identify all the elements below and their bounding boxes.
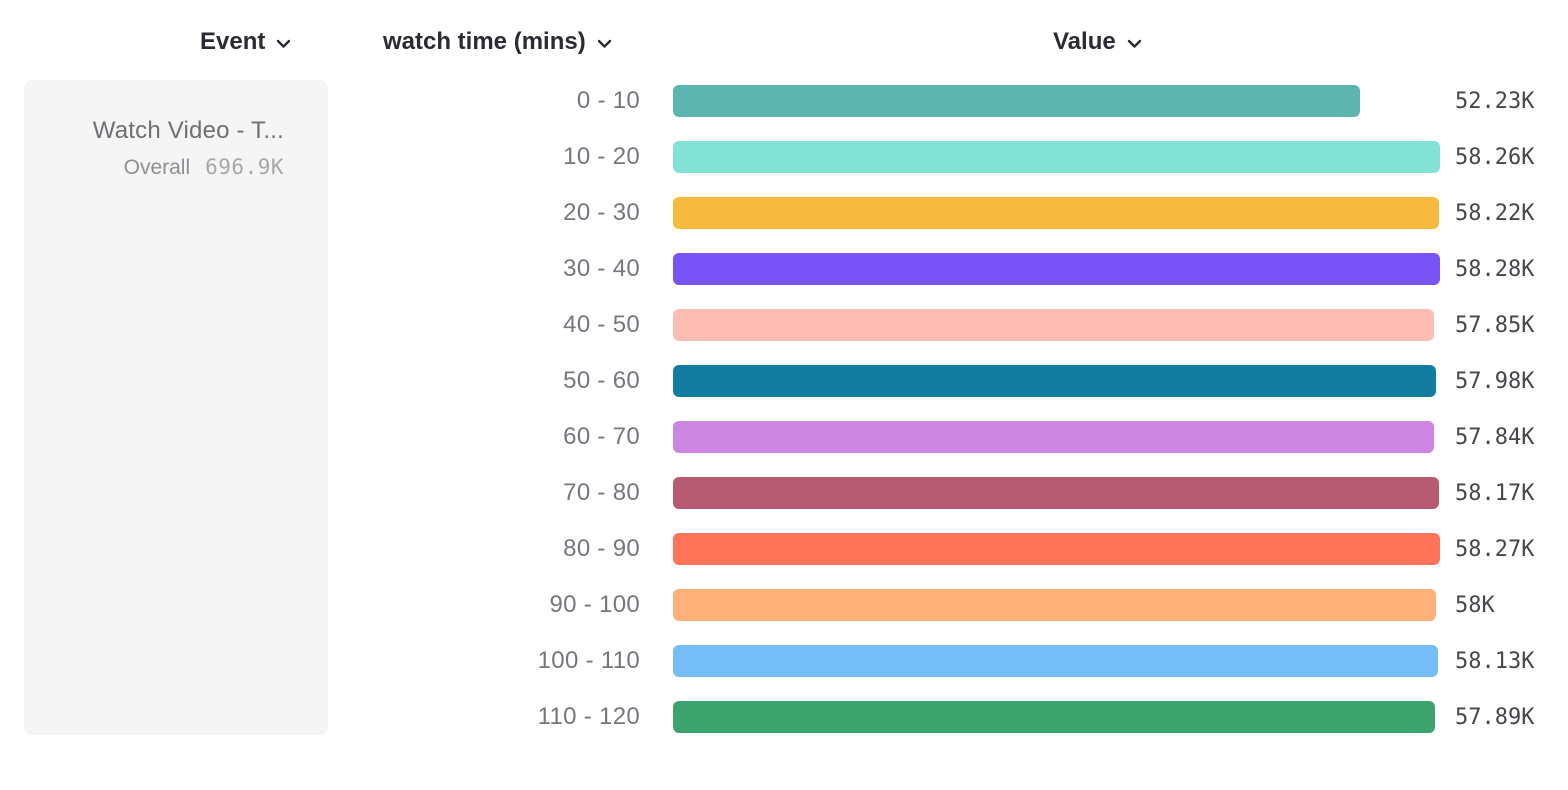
bar-category-label: 70 - 80 [563, 479, 640, 506]
bar-category-label: 40 - 50 [563, 311, 640, 338]
value-column-label: Value [1053, 28, 1116, 55]
bar-category-label: 10 - 20 [563, 143, 640, 170]
value-column-header[interactable]: Value [1053, 28, 1142, 56]
bar[interactable] [673, 85, 1361, 117]
bar-category-label: 20 - 30 [563, 199, 640, 226]
bar-row: 110 - 120 57.89K [0, 689, 1568, 745]
bar-row: 10 - 20 58.26K [0, 129, 1568, 185]
bar[interactable] [673, 253, 1440, 285]
bar[interactable] [673, 645, 1439, 677]
bar-track [673, 589, 1440, 621]
bar-track [673, 253, 1440, 285]
bar-value-label: 58K [1455, 592, 1495, 618]
bar-track [673, 141, 1440, 173]
bar[interactable] [673, 197, 1440, 229]
bar-track [673, 533, 1440, 565]
bar-row: 100 - 110 58.13K [0, 633, 1568, 689]
bar-category-label: 30 - 40 [563, 255, 640, 282]
bar[interactable] [673, 477, 1439, 509]
bar-value-label: 58.17K [1455, 480, 1535, 506]
bar-row: 20 - 30 58.22K [0, 185, 1568, 241]
bar-category-label: 110 - 120 [537, 703, 640, 730]
bar-value-label: 58.28K [1455, 256, 1535, 282]
bar-track [673, 197, 1440, 229]
bar-row: 50 - 60 57.98K [0, 353, 1568, 409]
bar-track [673, 309, 1440, 341]
breakdown-column-label: watch time (mins) [383, 28, 586, 55]
breakdown-column-header[interactable]: watch time (mins) [383, 28, 612, 56]
bar-value-label: 58.26K [1455, 144, 1535, 170]
bar[interactable] [673, 141, 1440, 173]
bar-row: 90 - 100 58K [0, 577, 1568, 633]
bar-track [673, 477, 1440, 509]
chevron-down-icon [1127, 39, 1142, 49]
bar-category-label: 80 - 90 [563, 535, 640, 562]
bar-track [673, 645, 1440, 677]
bar-track [673, 701, 1440, 733]
bar-track [673, 365, 1440, 397]
bar-value-label: 58.27K [1455, 536, 1535, 562]
bar-row: 30 - 40 58.28K [0, 241, 1568, 297]
overall-label: Overall [123, 156, 191, 179]
event-title: Watch Video - T... [92, 117, 284, 144]
event-column-label: Event [200, 28, 266, 55]
bar[interactable] [673, 365, 1437, 397]
bar-row: 40 - 50 57.85K [0, 297, 1568, 353]
bar-row: 60 - 70 57.84K [0, 409, 1568, 465]
event-column-header[interactable]: Event [200, 28, 291, 56]
chevron-down-icon [276, 39, 291, 49]
chevron-down-icon [597, 39, 612, 49]
bar-category-label: 60 - 70 [563, 423, 640, 450]
bar-row: 0 - 10 52.23K [0, 73, 1568, 129]
bar[interactable] [673, 589, 1437, 621]
horizontal-bar-chart: 0 - 10 52.23K 10 - 20 58.26K 20 - 30 58.22K 30… [0, 73, 1568, 745]
bar-track [673, 85, 1440, 117]
overall-value: 696.9K [205, 155, 284, 179]
bar-track [673, 421, 1440, 453]
bar-category-label: 90 - 100 [549, 591, 640, 618]
bar-value-label: 52.23K [1455, 88, 1535, 114]
bar-row: 70 - 80 58.17K [0, 465, 1568, 521]
bar-value-label: 58.22K [1455, 200, 1535, 226]
bar-category-label: 0 - 10 [576, 87, 640, 114]
event-overall-row: Overall 696.9K [24, 155, 284, 180]
bar-row: 80 - 90 58.27K [0, 521, 1568, 577]
event-legend-card[interactable]: Watch Video - T... Overall 696.9K [24, 80, 328, 735]
bar[interactable] [673, 533, 1440, 565]
bar-value-label: 57.85K [1455, 312, 1535, 338]
bar-value-label: 57.84K [1455, 424, 1535, 450]
bar[interactable] [673, 309, 1435, 341]
bar[interactable] [673, 421, 1435, 453]
bar-value-label: 57.98K [1455, 368, 1535, 394]
bar-value-label: 57.89K [1455, 704, 1535, 730]
bar-category-label: 100 - 110 [537, 647, 640, 674]
bar-value-label: 58.13K [1455, 648, 1535, 674]
bar[interactable] [673, 701, 1435, 733]
bar-category-label: 50 - 60 [563, 367, 640, 394]
